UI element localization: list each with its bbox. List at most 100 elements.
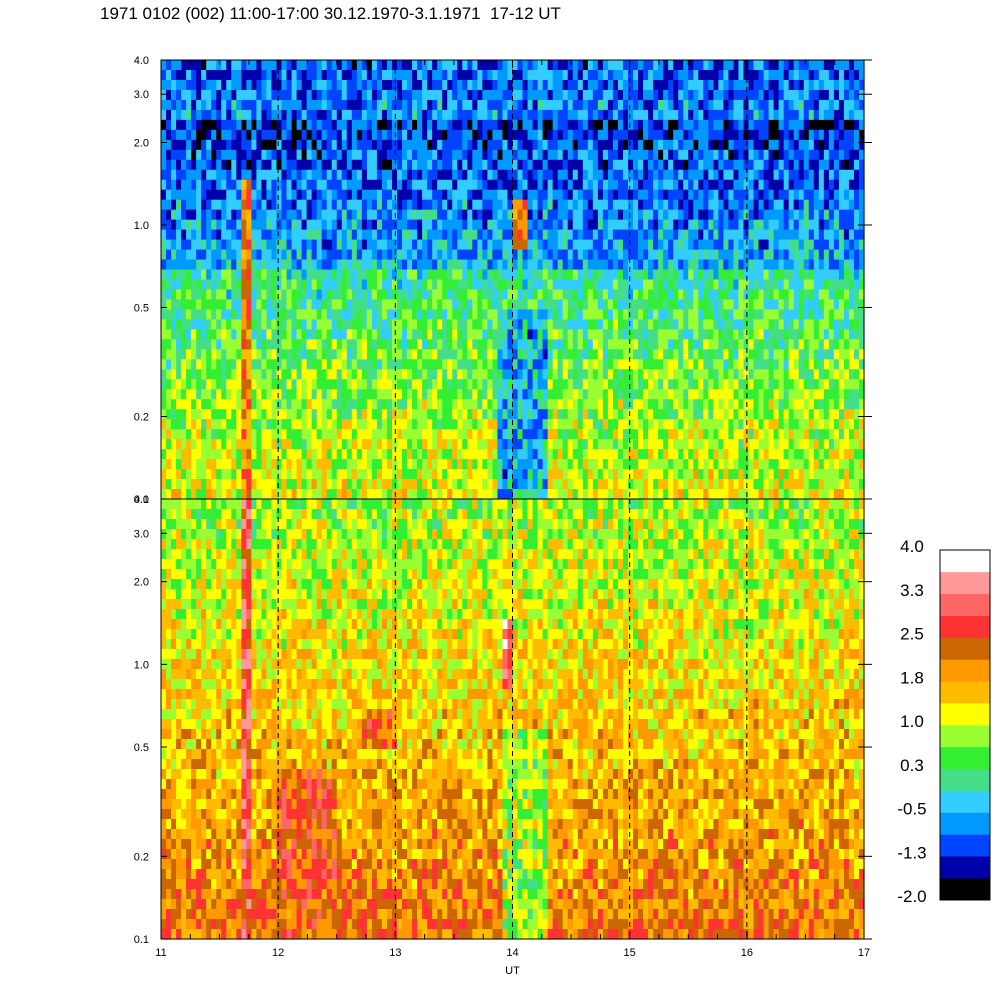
heatmap-cell: [557, 459, 564, 470]
heatmap-cell: [527, 389, 534, 400]
heatmap-cell: [663, 459, 669, 470]
heatmap-cell: [653, 99, 659, 111]
heatmap-cell: [713, 209, 719, 221]
heatmap-cell: [216, 339, 222, 350]
heatmap-cell: [412, 169, 418, 181]
heatmap-cell: [336, 139, 343, 151]
heatmap-cell: [522, 129, 529, 141]
heatmap-cell: [351, 229, 358, 241]
heatmap-cell: [562, 159, 569, 171]
heatmap-cell: [191, 389, 197, 400]
heatmap-cell: [246, 309, 252, 321]
heatmap-cell: [437, 419, 443, 430]
heatmap-cell: [532, 139, 539, 151]
heatmap-cell: [683, 489, 689, 500]
heatmap-cell: [547, 399, 554, 410]
heatmap-cell: [432, 229, 438, 241]
heatmap-cell: [487, 379, 494, 390]
heatmap-cell: [718, 259, 724, 271]
heatmap-cell: [492, 259, 499, 271]
heatmap-cell: [723, 339, 730, 350]
heatmap-cell: [718, 359, 724, 370]
heatmap-cell: [231, 349, 237, 360]
heatmap-cell: [462, 119, 468, 131]
heatmap-cell: [487, 249, 494, 261]
heatmap-cell: [638, 289, 644, 301]
heatmap-cell: [226, 449, 232, 460]
heatmap-cell: [407, 129, 413, 141]
heatmap-cell: [286, 399, 293, 410]
heatmap-cell: [477, 379, 483, 390]
heatmap-cell: [301, 469, 308, 480]
heatmap-cell: [507, 469, 514, 480]
heatmap-cell: [688, 149, 694, 161]
heatmap-cell: [417, 359, 423, 370]
heatmap-cell: [472, 289, 478, 301]
heatmap-cell: [231, 259, 237, 271]
heatmap-cell: [567, 379, 574, 390]
heatmap-cell: [557, 149, 564, 161]
heatmap-cell: [211, 489, 217, 500]
heatmap-cell: [497, 319, 504, 330]
heatmap-cell: [226, 259, 232, 271]
heatmap-cell: [427, 219, 433, 231]
heatmap-cell: [191, 169, 197, 181]
heatmap-cell: [286, 79, 293, 91]
heatmap-cell: [397, 60, 403, 71]
heatmap-cell: [497, 169, 504, 181]
heatmap-cell: [296, 309, 303, 321]
heatmap-cell: [673, 429, 679, 440]
heatmap-cell: [376, 289, 383, 301]
heatmap-cell: [316, 349, 323, 360]
heatmap-cell: [301, 179, 308, 191]
heatmap-cell: [542, 129, 549, 141]
heatmap-cell: [587, 299, 594, 311]
heatmap-cell: [196, 69, 202, 81]
heatmap-cell: [326, 189, 333, 201]
heatmap-cell: [331, 409, 338, 420]
heatmap-cell: [607, 169, 614, 181]
heatmap-cell: [698, 359, 704, 370]
heatmap-cell: [176, 60, 182, 71]
heatmap-cell: [562, 239, 569, 251]
heatmap-cell: [648, 179, 654, 191]
heatmap-cell: [271, 149, 278, 161]
heatmap-cell: [638, 99, 644, 111]
heatmap-cell: [186, 339, 192, 350]
heatmap-cell: [607, 279, 614, 291]
heatmap-cell: [552, 289, 559, 301]
heatmap-cell: [166, 439, 172, 450]
heatmap-cell: [196, 339, 202, 350]
heatmap-cell: [236, 119, 242, 131]
heatmap-cell: [633, 149, 639, 161]
heatmap-cell: [582, 279, 589, 291]
heatmap-cell: [306, 289, 313, 301]
heatmap-cell: [281, 429, 288, 440]
heatmap-cell: [181, 349, 187, 360]
heatmap-cell: [693, 289, 699, 301]
heatmap-cell: [356, 229, 363, 241]
heatmap-cell: [361, 239, 368, 251]
heatmap-cell: [422, 109, 428, 121]
heatmap-cell: [241, 279, 247, 291]
heatmap-cell: [281, 259, 288, 271]
heatmap-cell: [226, 269, 232, 281]
heatmap-cell: [622, 249, 629, 261]
heatmap-cell: [321, 309, 328, 321]
heatmap-cell: [231, 469, 237, 480]
heatmap-cell: [171, 319, 177, 330]
heatmap-cell: [708, 109, 714, 121]
heatmap-cell: [713, 409, 719, 420]
heatmap-cell: [261, 179, 268, 191]
heatmap-cell: [633, 109, 639, 121]
heatmap-cell: [577, 319, 584, 330]
heatmap-cell: [517, 119, 524, 131]
heatmap-cell: [607, 249, 614, 261]
heatmap-cell: [186, 269, 192, 281]
heatmap-cell: [622, 89, 629, 101]
heatmap-cell: [648, 299, 654, 311]
heatmap-cell: [306, 99, 313, 111]
heatmap-cell: [261, 459, 268, 470]
heatmap-cell: [196, 469, 202, 480]
heatmap-cell: [281, 69, 288, 81]
